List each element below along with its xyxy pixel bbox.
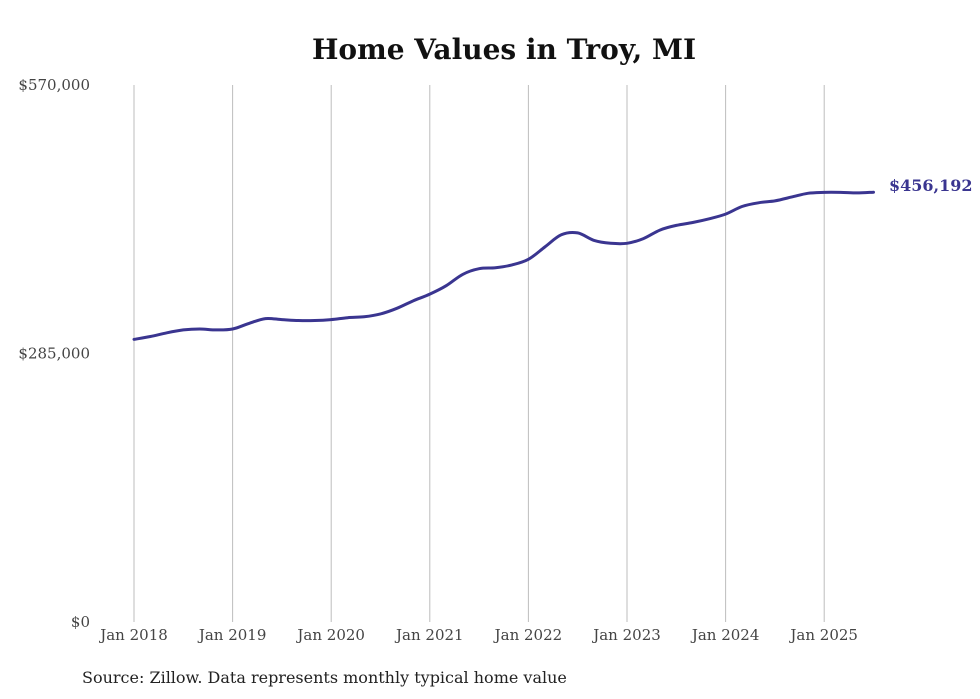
x-axis-ticks: Jan 2018 Jan 2019 Jan 2020 Jan 2021 Jan 2022… <box>98 626 858 644</box>
x-tick-label: Jan 2018 <box>98 626 168 644</box>
x-tick-label: Jan 2023 <box>591 626 661 644</box>
x-tick-label: Jan 2021 <box>394 626 464 644</box>
x-tick-label: Jan 2024 <box>690 626 760 644</box>
source-note: Source: Zillow. Data represents monthly … <box>82 668 567 687</box>
x-tick-label: Jan 2022 <box>493 626 563 644</box>
gridlines <box>133 85 825 622</box>
y-axis-ticks: $0 $285,000 $570,000 <box>18 76 90 631</box>
x-tick-label: Jan 2025 <box>788 626 858 644</box>
y-tick-label: $285,000 <box>18 345 90 363</box>
chart-title: Home Values in Troy, MI <box>312 33 696 66</box>
x-tick-label: Jan 2020 <box>295 626 365 644</box>
y-tick-label: $0 <box>71 613 90 631</box>
home-value-line <box>132 190 875 341</box>
latest-value-label: $456,192 <box>889 176 973 195</box>
y-tick-label: $570,000 <box>18 76 90 94</box>
x-tick-label: Jan 2019 <box>197 626 267 644</box>
